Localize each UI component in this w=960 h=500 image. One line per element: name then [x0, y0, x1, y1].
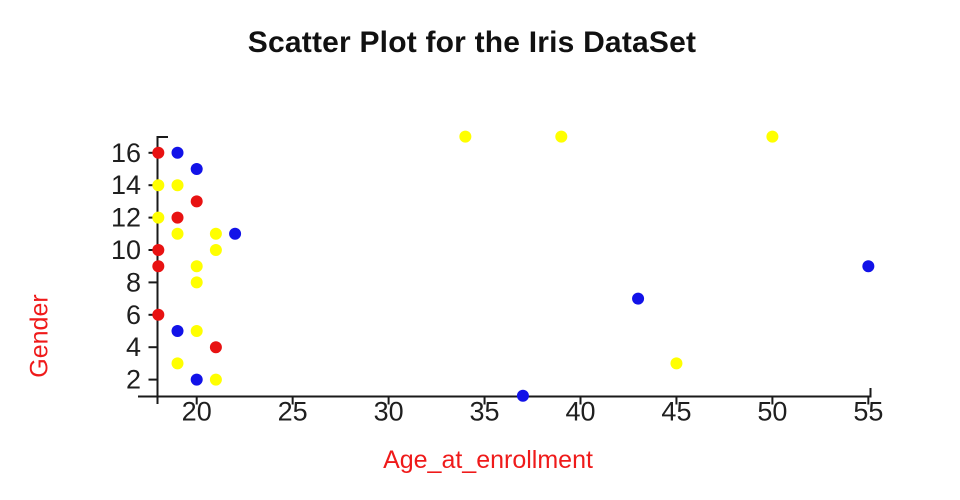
y-tick-label: 8: [126, 267, 141, 297]
x-tick-label: 30: [374, 397, 404, 427]
data-point-blue: [171, 146, 184, 159]
data-point-blue: [632, 292, 645, 305]
x-axis-ticks: 20 25 30 35 40 45 50 55: [182, 396, 883, 427]
data-point-yellow: [209, 227, 222, 240]
x-tick-label: 45: [661, 397, 691, 427]
y-tick-label: 2: [126, 365, 141, 395]
y-tick-label: 10: [111, 235, 141, 265]
data-point-blue: [862, 260, 875, 273]
data-point-blue: [190, 163, 203, 175]
chart-title: Scatter Plot for the Iris DataSet: [247, 26, 697, 59]
data-point-yellow: [152, 179, 165, 192]
data-point-red: [152, 260, 165, 273]
data-point-yellow: [152, 211, 165, 224]
data-point-red: [152, 146, 165, 159]
data-point-red: [209, 341, 222, 354]
data-point-yellow: [190, 260, 203, 273]
data-point-blue: [516, 389, 529, 402]
data-point-yellow: [209, 244, 222, 256]
x-tick-label: 55: [853, 397, 883, 427]
data-point-yellow: [171, 227, 184, 240]
data-point-red: [171, 211, 184, 224]
x-axis-label: Age_at_enrollment: [383, 446, 593, 474]
data-points: [152, 130, 875, 402]
data-point-yellow: [555, 130, 568, 143]
data-point-blue: [190, 373, 203, 386]
data-point-blue: [229, 227, 242, 240]
data-point-yellow: [171, 357, 184, 370]
data-point-yellow: [459, 130, 472, 143]
data-point-red: [152, 244, 165, 256]
y-tick-label: 12: [111, 203, 141, 233]
data-point-yellow: [171, 179, 184, 192]
data-point-yellow: [766, 130, 779, 143]
y-tick-label: 4: [126, 332, 141, 362]
data-point-yellow: [190, 276, 203, 289]
x-tick-label: 35: [470, 397, 500, 427]
y-tick-label: 6: [126, 300, 141, 330]
x-tick-label: 40: [565, 397, 595, 427]
data-point-yellow: [209, 373, 222, 386]
y-tick-label: 14: [111, 170, 141, 200]
x-tick-label: 25: [278, 397, 308, 427]
data-point-yellow: [190, 325, 203, 337]
x-tick-label: 50: [757, 397, 787, 427]
axes: [138, 136, 872, 404]
data-point-red: [190, 195, 203, 208]
x-tick-label: 20: [182, 397, 212, 427]
data-point-yellow: [670, 357, 683, 370]
data-point-red: [152, 308, 165, 321]
y-tick-label: 16: [111, 138, 141, 168]
data-point-blue: [171, 325, 184, 337]
